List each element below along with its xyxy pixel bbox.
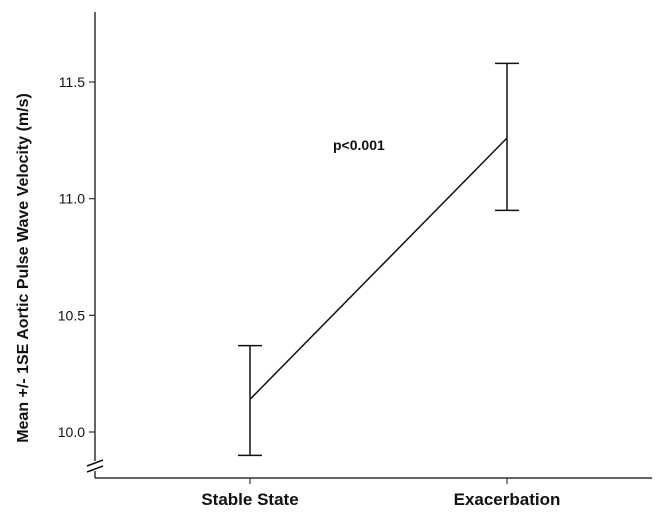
y-tick-label: 10.5 — [58, 307, 85, 323]
y-tick-label: 11.5 — [59, 74, 85, 90]
y-tick-label: 11.0 — [59, 191, 85, 207]
mean-line — [250, 138, 507, 399]
axes-layer: 10.0 10.5 11.0 11.5 Stable State Exacerbation — [58, 12, 652, 509]
y-axis-title: Mean +/- 1SE Aortic Pulse Wave Velocity … — [15, 93, 32, 443]
p-value-annotation: p<0.001 — [333, 137, 385, 153]
y-tick-label: 10.0 — [58, 424, 85, 440]
marks-layer — [238, 63, 519, 455]
x-category-label: Stable State — [201, 490, 298, 509]
x-category-label: Exacerbation — [454, 490, 561, 509]
